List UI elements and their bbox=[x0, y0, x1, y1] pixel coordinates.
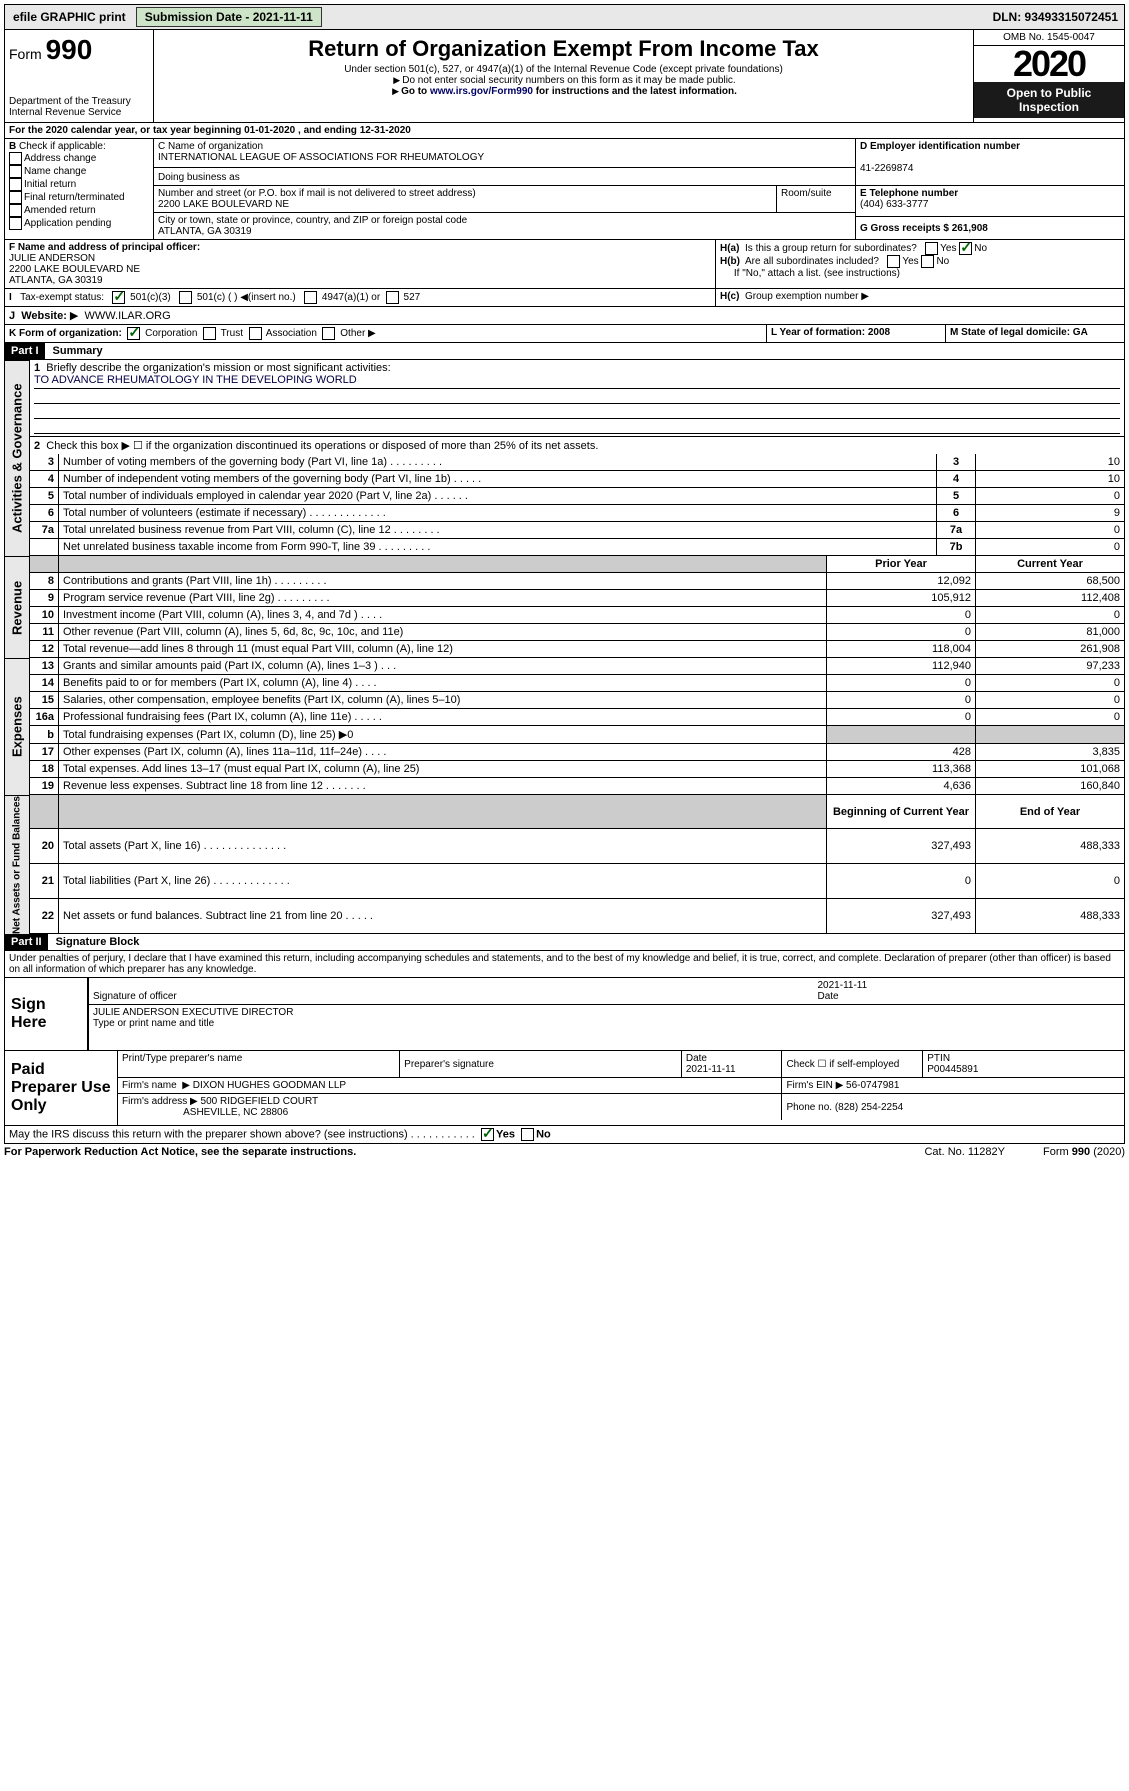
subtitle-1: Under section 501(c), 527, or 4947(a)(1)… bbox=[158, 64, 969, 75]
p1-q1: Briefly describe the organization's miss… bbox=[46, 362, 390, 374]
vlabel-rev: Revenue bbox=[4, 556, 30, 658]
firm-city: ASHEVILLE, NC 28806 bbox=[183, 1107, 288, 1118]
room-suite: Room/suite bbox=[776, 186, 855, 212]
firm-name: DIXON HUGHES GOODMAN LLP bbox=[193, 1080, 346, 1091]
pra-notice: For Paperwork Reduction Act Notice, see … bbox=[4, 1146, 356, 1158]
i-501c3[interactable] bbox=[112, 291, 125, 304]
check-pending[interactable] bbox=[9, 217, 22, 230]
part2-title: Signature Block bbox=[48, 934, 148, 950]
sig-date: 2021-11-11 bbox=[818, 980, 868, 991]
check-name[interactable] bbox=[9, 165, 22, 178]
subtitle-2: Do not enter social security numbers on … bbox=[158, 75, 969, 86]
hb-no[interactable] bbox=[921, 255, 934, 268]
k-label: K Form of organization: bbox=[9, 328, 122, 339]
discuss-text: May the IRS discuss this return with the… bbox=[9, 1128, 475, 1140]
street-address: 2200 LAKE BOULEVARD NE bbox=[158, 199, 289, 210]
part1-bar: Part I bbox=[5, 343, 45, 359]
prep-date: 2021-11-11 bbox=[686, 1064, 736, 1075]
discuss-no[interactable] bbox=[521, 1128, 534, 1141]
subtitle-3: Go to www.irs.gov/Form990 for instructio… bbox=[158, 86, 969, 97]
ha-yes[interactable] bbox=[925, 242, 938, 255]
masthead: Form 990 Department of the Treasury Inte… bbox=[4, 30, 1125, 123]
check-initial[interactable] bbox=[9, 178, 22, 191]
vlabel-na: Net Assets or Fund Balances bbox=[4, 795, 30, 934]
check-amended[interactable] bbox=[9, 204, 22, 217]
prep-name-label: Print/Type preparer's name bbox=[122, 1053, 242, 1064]
firm-addr: 500 RIDGEFIELD COURT bbox=[201, 1096, 319, 1107]
ein-value: 41-2269874 bbox=[860, 163, 913, 174]
firm-ein: 56-0747981 bbox=[846, 1080, 899, 1091]
discuss-yes[interactable] bbox=[481, 1128, 494, 1141]
ha-no[interactable] bbox=[959, 242, 972, 255]
officer-label: F Name and address of principal officer: bbox=[9, 242, 200, 253]
irs-link[interactable]: www.irs.gov/Form990 bbox=[430, 86, 533, 97]
form-title: Return of Organization Exempt From Incom… bbox=[158, 36, 969, 62]
ha-label: Is this a group return for subordinates? bbox=[745, 243, 917, 254]
paid-preparer: Paid Preparer Use Only bbox=[5, 1051, 117, 1125]
k-assoc[interactable] bbox=[249, 327, 262, 340]
submission-date-btn[interactable]: Submission Date - 2021-11-11 bbox=[136, 7, 322, 27]
tax-exempt-label: Tax-exempt status: bbox=[20, 292, 104, 303]
city-state-zip: ATLANTA, GA 30319 bbox=[158, 226, 252, 237]
check-if-label: Check if applicable: bbox=[19, 141, 106, 152]
website-label: Website: bbox=[21, 310, 67, 322]
ein-label: D Employer identification number bbox=[860, 141, 1020, 152]
check-self[interactable]: Check ☐ if self-employed bbox=[782, 1051, 923, 1078]
table-netassets: Beginning of Current YearEnd of Year20To… bbox=[30, 795, 1125, 934]
i-501c[interactable] bbox=[179, 291, 192, 304]
i-4947[interactable] bbox=[304, 291, 317, 304]
m-state: M State of legal domicile: GA bbox=[950, 327, 1088, 338]
form-990-label: Form 990 bbox=[9, 34, 149, 66]
p1-q2: Check this box ▶ ☐ if the organization d… bbox=[46, 440, 598, 452]
k-corp[interactable] bbox=[127, 327, 140, 340]
k-trust[interactable] bbox=[203, 327, 216, 340]
tel-value: (404) 633-3777 bbox=[860, 199, 928, 210]
tax-year: 2020 bbox=[974, 46, 1124, 82]
tel-label: E Telephone number bbox=[860, 188, 958, 199]
k-other[interactable] bbox=[322, 327, 335, 340]
org-name: INTERNATIONAL LEAGUE OF ASSOCIATIONS FOR… bbox=[158, 152, 484, 163]
vlabel-ag: Activities & Governance bbox=[4, 360, 30, 556]
vlabel-exp: Expenses bbox=[4, 658, 30, 795]
mission-text: TO ADVANCE RHEUMATOLOGY IN THE DEVELOPIN… bbox=[34, 374, 1120, 389]
hc-note: If "No," attach a list. (see instruction… bbox=[734, 268, 900, 279]
check-final[interactable] bbox=[9, 191, 22, 204]
part2-bar: Part II bbox=[5, 934, 48, 950]
sign-here: Sign Here bbox=[5, 978, 87, 1050]
website-value[interactable]: WWW.ILAR.ORG bbox=[85, 310, 171, 322]
hb-label: Are all subordinates included? bbox=[745, 256, 879, 267]
ptin-value: P00445891 bbox=[927, 1064, 978, 1075]
hc-label: Group exemption number bbox=[745, 291, 858, 302]
dln-label: DLN: 93493315072451 bbox=[987, 8, 1124, 26]
cat-no: Cat. No. 11282Y bbox=[924, 1146, 1005, 1158]
check-address[interactable] bbox=[9, 152, 22, 165]
i-527[interactable] bbox=[386, 291, 399, 304]
c-name-label: C Name of organization bbox=[158, 141, 263, 152]
l-year: L Year of formation: 2008 bbox=[771, 327, 890, 338]
period-line: For the 2020 calendar year, or tax year … bbox=[5, 123, 415, 138]
header-block: B Check if applicable: Address change Na… bbox=[4, 139, 1125, 240]
firm-phone: (828) 254-2254 bbox=[835, 1102, 903, 1113]
officer-value: JULIE ANDERSON 2200 LAKE BOULEVARD NE AT… bbox=[9, 253, 140, 286]
hb-yes[interactable] bbox=[887, 255, 900, 268]
table-expenses: 13Grants and similar amounts paid (Part … bbox=[30, 658, 1125, 795]
perjury-text: Under penalties of perjury, I declare th… bbox=[5, 951, 1124, 977]
dept-label: Department of the Treasury Internal Reve… bbox=[9, 96, 149, 118]
open-public-label: Open to Public Inspection bbox=[974, 82, 1124, 118]
part1-title: Summary bbox=[45, 343, 111, 359]
dba-label: Doing business as bbox=[158, 172, 240, 183]
table-revenue: Prior YearCurrent Year8Contributions and… bbox=[30, 556, 1125, 658]
prep-sig-label: Preparer's signature bbox=[404, 1059, 494, 1070]
sig-officer-label: Signature of officer bbox=[93, 991, 177, 1002]
efile-label[interactable]: efile GRAPHIC print bbox=[5, 8, 134, 26]
table-ag: 3Number of voting members of the governi… bbox=[30, 454, 1125, 556]
top-bar: efile GRAPHIC print Submission Date - 20… bbox=[4, 4, 1125, 30]
gross-receipts: G Gross receipts $ 261,908 bbox=[860, 223, 988, 234]
sig-name: JULIE ANDERSON EXECUTIVE DIRECTOR bbox=[93, 1007, 293, 1018]
form-footer: Form 990 (2020) bbox=[1005, 1146, 1125, 1158]
